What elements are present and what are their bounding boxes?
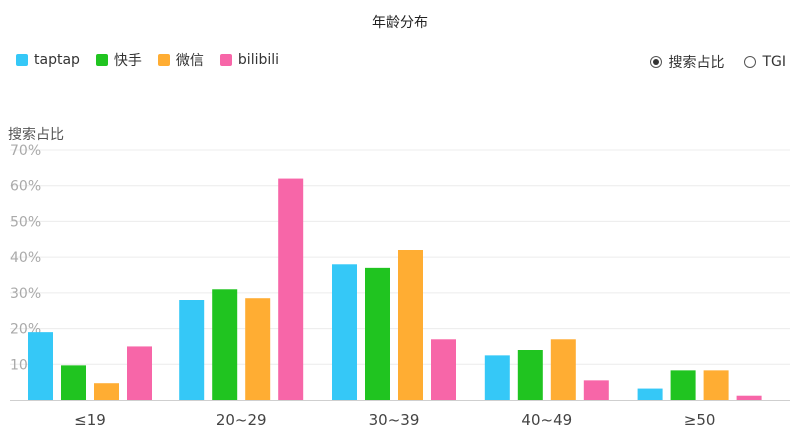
legend-item-weixin[interactable]: 微信 [157, 50, 204, 70]
bar-快手-3[interactable] [517, 350, 543, 400]
y-tick-label: 50% [10, 214, 41, 230]
legend-swatch-kuaishou [95, 54, 108, 66]
legend-label-taptap: taptap [34, 52, 80, 68]
bar-taptap-0[interactable] [28, 332, 53, 400]
x-tick-label: ≥50 [684, 411, 716, 429]
bar-bilibili-4[interactable] [736, 395, 762, 400]
bar-bilibili-1[interactable] [278, 178, 304, 400]
bar-快手-1[interactable] [212, 289, 238, 400]
bar-bilibili-2[interactable] [431, 339, 456, 400]
legend-label-bilibili: bilibili [237, 52, 280, 68]
bar-微信-2[interactable] [398, 250, 423, 400]
legend-swatch-weixin [157, 54, 170, 66]
radio-tgi-label: TGI [762, 54, 786, 70]
bar-taptap-3[interactable] [484, 355, 510, 400]
legend-label-weixin: 微信 [175, 53, 204, 69]
legend-label-kuaishou: 快手 [113, 53, 142, 69]
radio-checked-icon [650, 56, 663, 68]
legend-swatch-bilibili [219, 54, 232, 66]
legend-item-bilibili[interactable]: bilibili [219, 52, 280, 68]
y-tick-label: 70% [10, 143, 41, 159]
bar-微信-1[interactable] [245, 298, 271, 400]
metric-toggle: 搜索占比 TGI [630, 52, 786, 72]
bar-taptap-1[interactable] [179, 300, 205, 400]
bar-微信-3[interactable] [550, 339, 576, 400]
y-tick-label: 60% [10, 179, 41, 195]
y-axis-label: 搜索占比 [8, 127, 64, 143]
radio-tgi[interactable]: TGI [744, 54, 786, 70]
x-tick-label: 40~49 [521, 411, 572, 429]
chart-legend: taptap 快手 微信 bilibili [16, 50, 295, 70]
bar-微信-4[interactable] [703, 370, 729, 400]
legend-item-kuaishou[interactable]: 快手 [95, 50, 142, 70]
radio-search-share[interactable]: 搜索占比 [650, 52, 724, 72]
bar-快手-0[interactable] [61, 365, 86, 400]
bar-微信-0[interactable] [94, 383, 119, 400]
chart-title: 年龄分布 [372, 15, 428, 31]
bar-bilibili-0[interactable] [127, 346, 152, 400]
x-tick-label: ≤19 [74, 411, 106, 429]
y-tick-label: 40% [10, 250, 41, 266]
bar-taptap-4[interactable] [637, 388, 663, 400]
bar-快手-4[interactable] [670, 370, 696, 400]
radio-search-share-label: 搜索占比 [668, 55, 725, 71]
y-tick-label: 30% [10, 286, 41, 302]
bar-bilibili-3[interactable] [583, 380, 609, 400]
bar-taptap-2[interactable] [332, 264, 357, 400]
legend-item-taptap[interactable]: taptap [16, 52, 80, 68]
legend-swatch-taptap [16, 54, 28, 66]
bar-快手-2[interactable] [365, 267, 390, 400]
x-tick-label: 30~39 [369, 411, 420, 429]
x-tick-label: 20~29 [216, 411, 267, 429]
radio-unchecked-icon [744, 56, 757, 68]
